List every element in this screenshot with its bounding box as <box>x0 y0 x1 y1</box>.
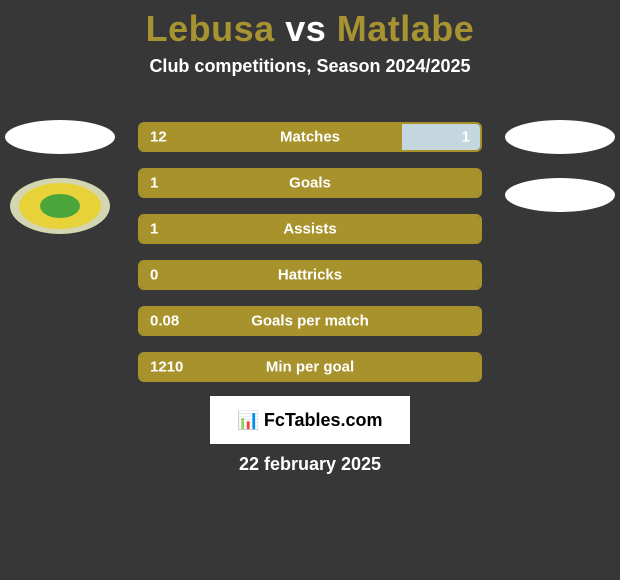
stat-value-left: 1 <box>150 175 158 192</box>
club-badge-inner <box>19 183 101 229</box>
stat-value-left: 1 <box>150 221 158 238</box>
logo-text: FcTables.com <box>264 410 383 431</box>
stat-bar: 1210 Min per goal <box>138 352 482 382</box>
subtitle: Club competitions, Season 2024/2025 <box>0 56 620 77</box>
player1-avatar-placeholder <box>5 120 115 154</box>
chart-icon: 📊 <box>237 411 259 429</box>
title-vs: vs <box>285 8 326 49</box>
stat-value-right: 1 <box>462 129 470 146</box>
stat-label: Assists <box>283 221 336 238</box>
stat-bars-container: 12 1 Matches 1 Goals 1 Assists 0 Hattricks 0.08 Go… <box>138 122 482 398</box>
stat-label: Matches <box>280 129 340 146</box>
stat-label: Goals per match <box>251 313 369 330</box>
stat-label: Min per goal <box>266 359 354 376</box>
stat-bar: 0 Hattricks <box>138 260 482 290</box>
title-player1: Lebusa <box>146 8 275 49</box>
club-badge-core <box>40 194 80 218</box>
side-right-column <box>500 120 620 236</box>
stat-bar: 0.08 Goals per match <box>138 306 482 336</box>
date-label: 22 february 2025 <box>239 454 381 475</box>
stat-value-left: 12 <box>150 129 167 146</box>
stat-bar: 12 1 Matches <box>138 122 482 152</box>
fctables-logo: 📊 FcTables.com <box>210 396 410 444</box>
stat-value-left: 1210 <box>150 359 183 376</box>
stat-value-left: 0 <box>150 267 158 284</box>
stat-label: Hattricks <box>278 267 342 284</box>
player2-club-badge-placeholder <box>505 178 615 212</box>
stat-value-left: 0.08 <box>150 313 179 330</box>
title-player2: Matlabe <box>337 8 475 49</box>
side-left-column <box>0 120 120 234</box>
stat-bar-fill-left <box>140 124 402 150</box>
page-title: Lebusa vs Matlabe <box>0 0 620 50</box>
stat-label: Goals <box>289 175 331 192</box>
stat-bar: 1 Assists <box>138 214 482 244</box>
player2-avatar-placeholder <box>505 120 615 154</box>
player1-club-badge <box>10 178 110 234</box>
stat-bar: 1 Goals <box>138 168 482 198</box>
